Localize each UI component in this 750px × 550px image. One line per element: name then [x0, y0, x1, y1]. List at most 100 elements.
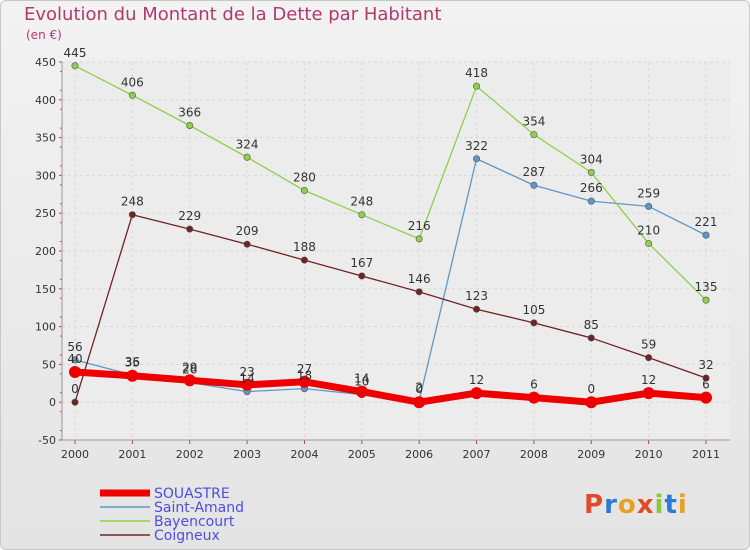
- y-tick-label: 150: [35, 283, 56, 296]
- y-tick-label: 250: [35, 207, 56, 220]
- data-label: 445: [64, 46, 87, 60]
- data-point: [128, 91, 136, 99]
- data-label: 167: [350, 256, 373, 270]
- data-point: [128, 211, 136, 219]
- data-label: 59: [641, 338, 656, 352]
- data-label: 324: [236, 137, 259, 151]
- y-tick-label: 100: [35, 321, 56, 334]
- data-point: [645, 202, 653, 210]
- data-point: [186, 225, 194, 233]
- series-line-bayencourt: [74, 65, 707, 301]
- grid: [62, 61, 730, 441]
- data-label: 304: [580, 152, 603, 166]
- data-label: 280: [293, 171, 316, 185]
- y-tick-label: 200: [35, 245, 56, 258]
- data-label: 6: [530, 378, 538, 392]
- data-label: 0: [415, 382, 423, 396]
- data-label: 0: [71, 382, 79, 396]
- data-point: [358, 211, 366, 219]
- data-point: [642, 387, 655, 400]
- data-point: [530, 181, 538, 189]
- data-label: 29: [182, 360, 197, 374]
- data-point: [69, 365, 81, 378]
- data-label: 35: [125, 356, 140, 370]
- data-label: 36: [125, 355, 140, 369]
- data-point: [241, 378, 254, 391]
- data-label: 0: [587, 382, 595, 396]
- x-tick-label: 2011: [692, 448, 720, 461]
- data-point: [298, 375, 311, 388]
- data-label: 14: [354, 372, 369, 386]
- data-point: [530, 131, 538, 139]
- series-line-coigneux: [74, 214, 707, 403]
- data-label: 14: [239, 372, 254, 386]
- data-label: 229: [178, 209, 201, 223]
- data-label: 266: [580, 181, 603, 195]
- data-label: 248: [121, 195, 144, 209]
- data-point: [71, 62, 79, 70]
- data-label: 248: [350, 195, 373, 209]
- data-point: [126, 369, 139, 382]
- y-tick-label: 300: [35, 169, 56, 182]
- chart-title: Evolution du Montant de la Dette par Hab…: [24, 4, 442, 25]
- data-point: [71, 356, 79, 364]
- data-label: 23: [239, 365, 254, 379]
- data-label: 40: [67, 352, 82, 366]
- data-point: [183, 374, 196, 387]
- y-tick-label: 0: [49, 396, 56, 409]
- x-tick-label: 2002: [176, 448, 204, 461]
- x-tick-label: 2008: [520, 448, 548, 461]
- data-point: [470, 387, 483, 400]
- data-label: 6: [702, 378, 710, 392]
- data-label: 10: [354, 375, 369, 389]
- data-point: [645, 239, 653, 247]
- data-point: [243, 240, 251, 248]
- data-point: [415, 235, 423, 243]
- data-label: 2: [415, 381, 423, 395]
- series: 40 35 29 23 27 14 0 12 6 0 12 6 56 36 26 14 18 10 2 322 287 2…: [64, 46, 718, 409]
- data-point: [415, 288, 423, 296]
- data-label: 27: [297, 362, 312, 376]
- data-point: [645, 354, 653, 362]
- data-label: 32: [698, 358, 713, 372]
- y-tick-label: 350: [35, 132, 56, 145]
- data-point: [243, 153, 251, 161]
- data-point: [587, 334, 595, 342]
- data-label: 287: [522, 165, 545, 179]
- y-tick-label: -50: [38, 434, 56, 447]
- data-point: [186, 122, 194, 130]
- series-line-souastre: [74, 368, 707, 406]
- data-label: 146: [408, 272, 431, 286]
- chart-unit: (en €): [26, 28, 62, 42]
- data-point: [473, 155, 481, 163]
- data-label: 209: [236, 224, 259, 238]
- data-label: 135: [695, 280, 718, 294]
- data-label: 406: [121, 75, 144, 89]
- data-point: [300, 187, 308, 195]
- x-tick-label: 2005: [348, 448, 376, 461]
- data-label: 26: [182, 363, 197, 377]
- data-label: 366: [178, 106, 201, 120]
- data-label: 123: [465, 289, 488, 303]
- y-tick-label: 400: [35, 94, 56, 107]
- data-point: [587, 168, 595, 176]
- plot-area: [62, 62, 730, 440]
- legend-label: Saint-Amand: [154, 500, 244, 516]
- data-point: [71, 398, 79, 406]
- y-tick-label: 50: [42, 358, 56, 371]
- data-point: [473, 305, 481, 313]
- data-point: [300, 256, 308, 264]
- data-point: [527, 391, 540, 404]
- data-label: 418: [465, 66, 488, 80]
- data-point: [355, 385, 368, 398]
- data-point: [702, 374, 710, 382]
- data-point: [702, 296, 710, 304]
- y-tick-label: 450: [35, 56, 56, 69]
- x-tick-label: 2007: [463, 448, 491, 461]
- x-tick-label: 2001: [118, 448, 146, 461]
- x-tick-label: 2004: [290, 448, 318, 461]
- data-label: 85: [584, 318, 599, 332]
